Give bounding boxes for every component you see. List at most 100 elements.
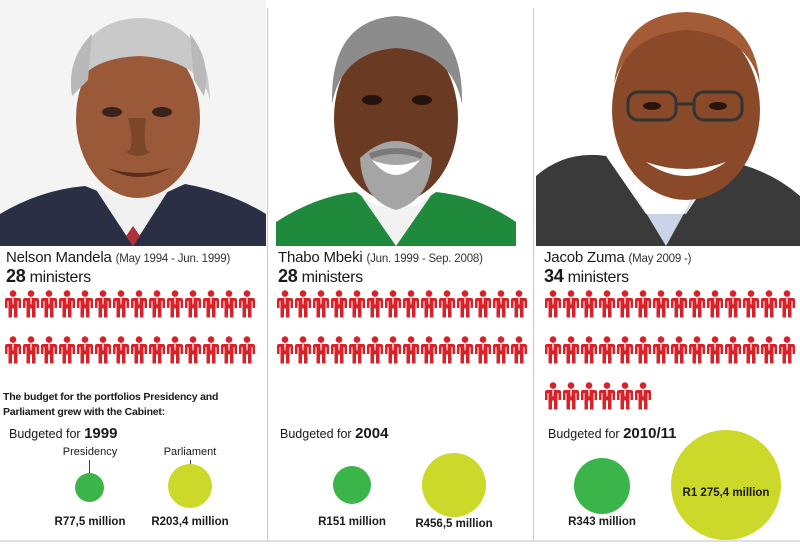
minister-person-icon — [149, 336, 165, 364]
minister-person-icon — [403, 290, 419, 318]
minister-person-icon — [313, 290, 329, 318]
leader-name: Jacob Zuma — [544, 249, 625, 266]
minister-person-icon — [563, 336, 579, 364]
minister-person-icon — [185, 336, 201, 364]
budgeted-for-line: Budgeted for 2010/11 — [548, 425, 676, 442]
column-mandela: Nelson Mandela (May 1994 - Jun. 1999) 28… — [0, 0, 266, 546]
minister-person-icon — [41, 336, 57, 364]
minister-icons-grid — [4, 290, 266, 364]
minister-person-icon — [761, 290, 777, 318]
minister-person-icon — [493, 290, 509, 318]
bubble-parliament — [671, 430, 781, 540]
minister-person-icon — [23, 336, 39, 364]
minister-person-icon — [59, 290, 75, 318]
minister-person-icon — [761, 336, 777, 364]
leader-term: (May 1994 - Jun. 1999) — [115, 253, 231, 265]
minister-person-icon — [457, 336, 473, 364]
budget-year: 1999 — [84, 425, 118, 442]
budgeted-for-line: Budgeted for 1999 — [9, 425, 117, 442]
minister-person-icon — [493, 336, 509, 364]
minister-person-icon — [331, 336, 347, 364]
minister-icons-grid — [544, 290, 796, 410]
minister-person-icon — [113, 290, 129, 318]
minister-person-icon — [743, 290, 759, 318]
legend-label-parliament: Parliament — [163, 446, 217, 458]
minister-person-icon — [349, 336, 365, 364]
minister-person-icon — [725, 336, 741, 364]
amount-parliament: R456,5 million — [415, 518, 493, 530]
minister-person-icon — [421, 336, 437, 364]
ministers-word: ministers — [29, 269, 92, 286]
minister-person-icon — [23, 290, 39, 318]
minister-person-icon — [5, 336, 21, 364]
minister-person-icon — [511, 290, 527, 318]
minister-person-icon — [439, 290, 455, 318]
bubble-parliament — [422, 453, 486, 517]
minister-person-icon — [671, 290, 687, 318]
minister-person-icon — [167, 290, 183, 318]
budget-year: 2004 — [355, 425, 389, 442]
minister-person-icon — [475, 336, 491, 364]
minister-person-icon — [95, 336, 111, 364]
leader-term: (Jun. 1999 - Sep. 2008) — [366, 253, 483, 265]
minister-person-icon — [581, 290, 597, 318]
ministers-word: ministers — [301, 269, 364, 286]
leader-term: (May 2009 -) — [628, 253, 692, 265]
minister-person-icon — [131, 336, 147, 364]
budget-note: The budget for the portfolios Presidency… — [3, 391, 219, 418]
minister-person-icon — [185, 290, 201, 318]
minister-person-icon — [41, 290, 57, 318]
column-divider — [267, 8, 268, 540]
ministers-count: 28 — [6, 266, 26, 286]
minister-person-icon — [511, 336, 527, 364]
minister-person-icon — [545, 382, 561, 410]
minister-person-icon — [725, 290, 741, 318]
minister-person-icon — [421, 290, 437, 318]
minister-person-icon — [385, 290, 401, 318]
bubble-presidency — [333, 466, 371, 504]
minister-person-icon — [277, 336, 293, 364]
minister-person-icon — [475, 290, 491, 318]
minister-person-icon — [599, 336, 615, 364]
minister-person-icon — [131, 290, 147, 318]
minister-person-icon — [239, 290, 255, 318]
minister-person-icon — [77, 290, 93, 318]
portrait-photo-mbeki — [276, 0, 516, 246]
minister-person-icon — [367, 336, 383, 364]
amount-presidency: R343 million — [568, 516, 636, 528]
minister-person-icon — [617, 336, 633, 364]
minister-person-icon — [239, 336, 255, 364]
minister-icons-grid — [276, 290, 530, 364]
minister-person-icon — [671, 336, 687, 364]
minister-person-icon — [403, 336, 419, 364]
minister-person-icon — [221, 290, 237, 318]
minister-person-icon — [385, 336, 401, 364]
minister-person-icon — [113, 336, 129, 364]
leader-name-line: Nelson Mandela (May 1994 - Jun. 1999) — [6, 249, 230, 266]
minister-person-icon — [563, 382, 579, 410]
leader-name: Thabo Mbeki — [278, 249, 363, 266]
leader-line-presidency — [89, 460, 90, 474]
minister-person-icon — [277, 290, 293, 318]
minister-person-icon — [743, 336, 759, 364]
ministers-count: 34 — [544, 266, 564, 286]
minister-person-icon — [545, 336, 561, 364]
minister-person-icon — [77, 336, 93, 364]
minister-person-icon — [707, 290, 723, 318]
bubble-presidency — [75, 473, 104, 502]
minister-person-icon — [689, 290, 705, 318]
budget-year: 2010/11 — [623, 425, 677, 442]
minister-person-icon — [707, 336, 723, 364]
minister-person-icon — [149, 290, 165, 318]
minister-person-icon — [313, 336, 329, 364]
portrait-photo-mandela — [0, 0, 266, 246]
minister-person-icon — [203, 290, 219, 318]
minister-person-icon — [203, 336, 219, 364]
minister-person-icon — [331, 290, 347, 318]
minister-person-icon — [599, 382, 615, 410]
minister-person-icon — [635, 290, 651, 318]
bubble-presidency — [574, 458, 630, 514]
portrait-photo-zuma — [536, 0, 800, 246]
minister-person-icon — [779, 290, 795, 318]
bubble-parliament — [168, 464, 212, 508]
